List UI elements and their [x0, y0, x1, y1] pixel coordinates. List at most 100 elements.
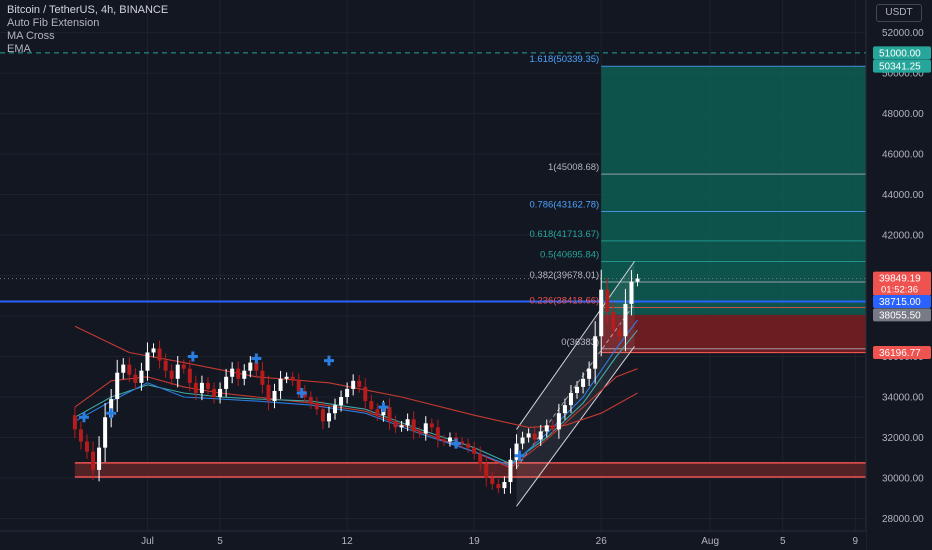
candle-body: [320, 409, 325, 422]
candle-body: [103, 417, 108, 448]
candle-body: [611, 311, 616, 331]
candle-body: [260, 370, 265, 385]
ma-line: [74, 368, 638, 469]
symbol-title[interactable]: Bitcoin / TetherUS, 4h, BINANCE: [7, 4, 169, 16]
currency-button[interactable]: USDT: [876, 4, 922, 22]
candle-body: [133, 374, 138, 383]
price-channel[interactable]: [516, 261, 635, 507]
candle-body: [635, 278, 640, 282]
price-tick-label: 50000.00: [882, 69, 924, 80]
fib-extension: 1.618(50339.35) 1(45008.68) 0.786(43162.78…: [529, 54, 866, 350]
candle-body: [526, 433, 531, 438]
candle-body: [387, 407, 392, 422]
fib-level-label: 0.786(43162.78): [529, 200, 599, 211]
candle-body: [333, 405, 338, 414]
candle-body: [357, 380, 362, 387]
indicator-auto-fib-extension[interactable]: Auto Fib Extension: [7, 17, 100, 29]
candle-body: [508, 459, 513, 483]
signal-cross: [187, 351, 198, 362]
signal-cross: [451, 438, 462, 449]
candle-body: [496, 484, 501, 489]
candle-body: [145, 352, 150, 371]
channel-lower-line: [516, 346, 635, 507]
candle-body: [544, 425, 549, 432]
channel-mid-line: [516, 303, 635, 469]
price-tag-bg: [873, 295, 931, 309]
candle-body: [326, 413, 331, 422]
signal-cross: [106, 408, 117, 419]
fib-level-label: 0.382(39678.01): [529, 270, 599, 281]
price-tick-label: 42000.00: [882, 231, 924, 242]
candle-body: [369, 401, 374, 410]
candle-body: [423, 423, 428, 434]
price-tag-label: 50341.25: [879, 62, 921, 73]
candle-body: [417, 431, 422, 434]
price-tick-label: 30000.00: [882, 474, 924, 485]
candle-body: [230, 368, 235, 377]
candle-body: [363, 386, 368, 402]
price-tag-bg: [873, 59, 931, 73]
candle-body: [466, 443, 471, 448]
price-tick-label: 44000.00: [882, 190, 924, 201]
indicator-ma-cross[interactable]: MA Cross: [7, 30, 55, 42]
horizontal-lines: [0, 52, 866, 303]
signal-cross: [323, 355, 334, 366]
candle-body: [181, 364, 186, 369]
candle-body: [314, 403, 319, 410]
candle-body: [605, 289, 610, 312]
candle-body: [91, 451, 96, 470]
candle-body: [447, 437, 452, 442]
candle-body: [405, 419, 410, 426]
time-axis[interactable]: Jul 5 12 19 26 Aug 5 9: [0, 530, 866, 550]
candle-body: [97, 447, 102, 470]
price-tag-label: 51000.00: [879, 48, 921, 59]
price-tick-label: 48000.00: [882, 109, 924, 120]
candle-body: [351, 380, 356, 389]
chart-legend: Bitcoin / TetherUS, 4h, BINANCE Auto Fib…: [7, 4, 168, 56]
channel-upper-line: [516, 261, 635, 430]
position-zones: [74, 66, 866, 478]
fib-level-label: 1(45008.68): [548, 162, 599, 173]
candle-body: [375, 409, 380, 416]
time-tick-label: 26: [596, 536, 608, 547]
price-tag-countdown: 01:52:36: [881, 285, 918, 296]
signal-markers: [78, 351, 525, 461]
candle-body: [284, 376, 289, 379]
price-tag-label: 36196.77: [879, 348, 921, 359]
candle-body: [575, 386, 580, 393]
candle-body: [345, 388, 350, 398]
candle-body: [266, 384, 271, 402]
candle-body: [163, 360, 168, 371]
signal-cross: [296, 387, 307, 398]
candle-body: [435, 427, 440, 440]
candle-body: [339, 397, 344, 406]
candle-body: [84, 441, 89, 452]
time-tick-label: 9: [853, 536, 859, 547]
fib-level-label: 1.618(50339.35): [529, 54, 599, 65]
candle-body: [599, 289, 604, 337]
candle-body: [472, 447, 477, 454]
candle-body: [242, 370, 247, 379]
candle-body: [296, 380, 301, 391]
candle-body: [411, 419, 416, 432]
fib-level-label: 0.618(41713.67): [529, 229, 599, 240]
fib-level-label: 0(36383): [561, 337, 599, 348]
indicator-ema[interactable]: EMA: [7, 43, 31, 55]
time-tick-label: Aug: [701, 536, 719, 547]
price-tick-label: 32000.00: [882, 433, 924, 444]
candle-body: [532, 433, 537, 440]
candle-body: [169, 370, 174, 379]
candle-body: [212, 388, 217, 398]
candle-body: [272, 390, 277, 402]
time-axis-bg: [0, 531, 866, 550]
time-tick-label: 5: [780, 536, 786, 547]
candle-body: [593, 336, 598, 369]
candle-body: [278, 378, 283, 391]
candle-body: [581, 378, 586, 387]
candle-body: [139, 370, 144, 383]
time-tick-label: 5: [217, 536, 223, 547]
price-tag-label: 39849.19: [879, 274, 921, 285]
zone-target: [601, 66, 866, 315]
candle-body: [224, 376, 229, 389]
